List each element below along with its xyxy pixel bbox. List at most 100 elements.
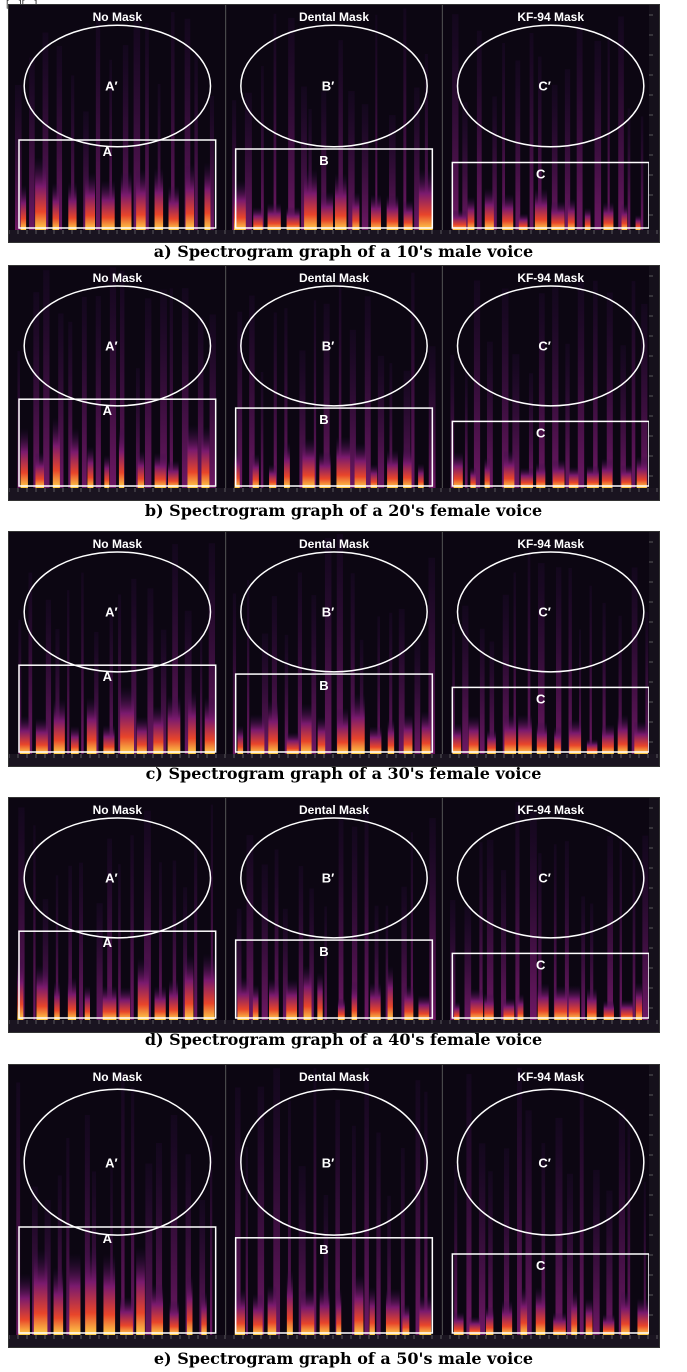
spectral-column [232,593,237,754]
spectral-column [131,1087,135,1335]
energy-burst [18,1273,30,1335]
energy-burst [317,972,323,1020]
spectral-column [479,628,485,754]
high-frequency-ellipse [456,24,645,148]
energy-burst [286,732,299,754]
spectral-column [351,1125,356,1335]
figure-caption: d) Spectrogram graph of a 40's female vo… [144,1030,543,1049]
ellipse-label: C′ [538,338,551,353]
energy-burst [419,1295,432,1335]
spectral-column [94,631,99,754]
panel-no-mask: No Mask A′ A [17,803,217,1020]
time-axis [9,488,659,500]
spectral-column [515,60,521,230]
energy-burst [86,697,97,754]
spectral-column [594,40,602,230]
time-axis [9,230,659,242]
spectral-column [208,543,216,754]
energy-burst [534,188,548,230]
spectral-column [466,1074,472,1335]
panel-title: Dental Mask [299,537,369,551]
energy-burst [169,979,179,1020]
energy-burst [469,1316,481,1335]
spectral-column [118,864,121,1020]
spectral-column [273,1068,281,1335]
ellipse-label: C′ [538,1156,551,1171]
panel-title: Dental Mask [299,271,369,285]
energy-burst [319,1287,330,1335]
frequency-axis [649,1065,659,1335]
high-frequency-ellipse [240,1088,428,1236]
spectral-column [109,59,113,230]
frequency-axis [649,798,659,1020]
spectral-column [299,350,306,488]
spectral-column [110,1168,113,1335]
energy-burst [403,447,412,488]
spectral-column [309,888,314,1020]
energy-burst [301,1289,315,1335]
spectral-column [67,590,70,754]
spectral-column [642,835,649,1020]
ellipse-label: B′ [322,1156,335,1171]
spectral-column [503,1148,510,1335]
energy-burst [284,442,290,488]
spectral-column [429,818,436,1020]
energy-burst [452,209,467,230]
energy-burst [268,700,278,754]
spectral-column [620,345,626,488]
spectrogram-image: No Mask A′ A Dental Mask B′ B KF-94 Mask C′ C [8,265,660,501]
spectral-column [576,24,583,230]
time-axis [9,1020,659,1032]
panel-no-mask: No Mask A′ A [15,10,217,231]
spectral-column [81,296,87,488]
spectral-column [109,267,117,488]
energy-burst [120,1296,133,1335]
spectral-column [324,538,332,754]
spectral-column [632,859,636,1020]
spectral-column [525,1110,532,1335]
energy-burst [501,1300,513,1335]
energy-burst [468,715,479,754]
spectral-column [568,567,572,754]
figure-caption: a) Spectrogram graph of a 10's male voic… [153,242,534,261]
spectral-column [593,280,598,488]
spectral-column [452,14,459,231]
energy-burst [20,184,27,230]
spectral-column [364,808,369,1020]
spectral-column [476,30,482,230]
spectral-column [55,875,59,1020]
low-frequency-box [234,1237,434,1334]
spectral-column [577,280,585,488]
energy-burst [418,463,424,488]
spectral-column [462,605,469,754]
spectral-column [462,102,468,230]
energy-burst [187,424,198,488]
spectral-column [593,1169,600,1335]
panel-no-mask: No Mask A′ A [16,1070,217,1335]
panel-title: No Mask [93,803,143,817]
energy-burst [334,173,347,230]
spectral-column [377,355,385,488]
box-label: B [319,944,328,959]
spectral-column [58,313,64,488]
spectral-column [552,286,559,488]
energy-burst [20,427,28,488]
panel-kf94-mask: KF-94 Mask C′ C [441,798,650,1020]
panel-dental-mask: Dental Mask B′ B [225,1065,434,1335]
energy-burst [52,182,59,230]
spectral-column [398,608,405,754]
box-label: A [103,669,113,684]
energy-burst [233,180,246,230]
energy-burst [602,724,614,754]
spectral-column [564,841,569,1020]
figure-caption: c) Spectrogram graph of a 30's female vo… [145,764,542,783]
spectral-column [324,906,327,1020]
energy-burst [634,721,648,754]
energy-burst [603,202,614,230]
spectral-column [169,288,173,488]
spectral-column [565,343,570,488]
spectral-column [388,115,396,230]
spectral-column [185,1154,191,1335]
energy-burst [484,457,490,488]
ellipse-label: B′ [322,870,335,885]
